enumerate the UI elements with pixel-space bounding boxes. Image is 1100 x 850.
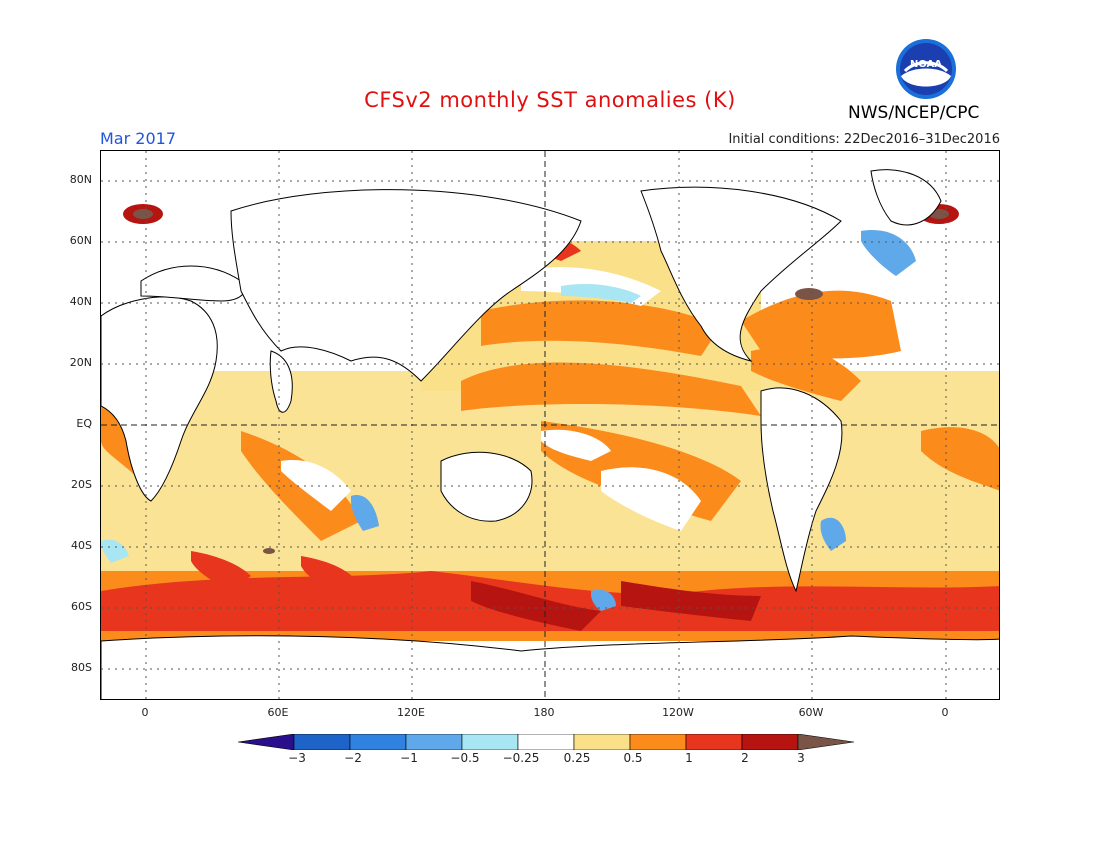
- lon-label-60w: 60W: [798, 706, 824, 719]
- colorbar-label: −1: [400, 751, 418, 765]
- initial-conditions-label: Initial conditions: 22Dec2016–31Dec2016: [728, 132, 1000, 147]
- colorbar-label: 0.25: [563, 751, 591, 765]
- colorbar-label: 3: [797, 751, 805, 765]
- noaa-logo: NOAA: [895, 38, 957, 100]
- equator-dateline: [101, 151, 999, 699]
- lat-label-20n: 20N: [69, 356, 92, 369]
- colorbar-swatch: [293, 733, 351, 751]
- graticule: [101, 151, 999, 699]
- agency-label: NWS/NCEP/CPC: [848, 103, 980, 123]
- lat-label-20s: 20S: [71, 478, 92, 491]
- land: [101, 169, 999, 699]
- lon-label-0: 0: [141, 706, 149, 719]
- colorbar-label: 1: [685, 751, 693, 765]
- colorbar-swatch: [797, 733, 855, 751]
- lon-label-0-east: 0: [941, 706, 949, 719]
- colorbar-swatch: [517, 733, 575, 751]
- colorbar-swatch: [349, 733, 407, 751]
- lat-label-60n: 60N: [69, 234, 92, 247]
- colorbar-label: −0.25: [502, 751, 540, 765]
- colorbar-swatch: [405, 733, 463, 751]
- lat-label-40n: 40N: [69, 295, 92, 308]
- logo-text: NOAA: [910, 59, 942, 70]
- lat-label-40s: 40S: [71, 539, 92, 552]
- sst-anomaly-map: [100, 150, 1000, 700]
- colorbar: [237, 733, 862, 754]
- lat-label-60s: 60S: [71, 600, 92, 613]
- colorbar-swatch: [573, 733, 631, 751]
- colorbar-label: −0.5: [450, 751, 480, 765]
- lon-label-180: 180: [533, 706, 555, 719]
- lon-label-120e: 120E: [397, 706, 425, 719]
- lon-label-60e: 60E: [267, 706, 289, 719]
- colorbar-swatch: [237, 733, 295, 751]
- map-title: CFSv2 monthly SST anomalies (K): [364, 88, 736, 112]
- lat-label-80n: 80N: [69, 173, 92, 186]
- lon-label-120w: 120W: [662, 706, 694, 719]
- valid-month-label: Mar 2017: [100, 129, 176, 148]
- colorbar-swatch: [461, 733, 519, 751]
- colorbar-label: 0.5: [623, 751, 643, 765]
- colorbar-label: −3: [288, 751, 306, 765]
- colorbar-label: −2: [344, 751, 362, 765]
- colorbar-swatch: [685, 733, 743, 751]
- colorbar-label: 2: [741, 751, 749, 765]
- colorbar-swatch: [741, 733, 799, 751]
- colorbar-swatch: [629, 733, 687, 751]
- lat-label-eq: EQ: [76, 417, 92, 430]
- lat-label-80s: 80S: [71, 661, 92, 674]
